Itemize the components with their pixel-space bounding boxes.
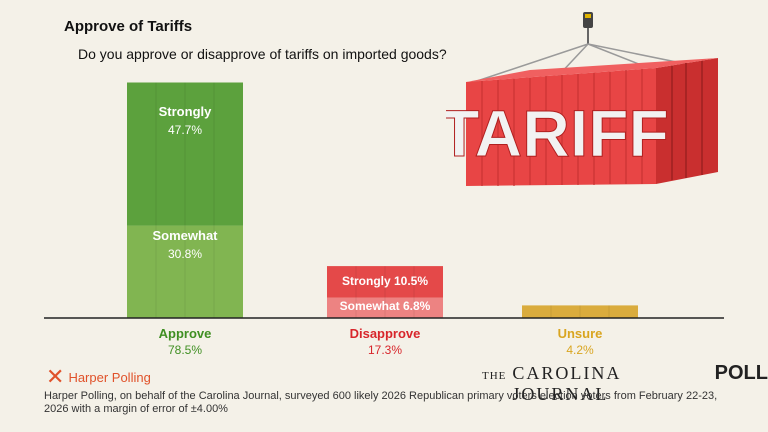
methodology-note: Harper Polling, on behalf of the Carolin… [44,390,718,415]
total-label-unsure: 4.2% [566,343,594,357]
bar-approve-somewhat [127,225,243,318]
segment-label-approve-strongly-name: Strongly [159,104,212,119]
publication-the: THE [482,370,507,382]
publication-poll: POLL [714,362,768,384]
total-label-approve: 78.5% [168,343,202,357]
harper-polling-logo: ✕ Harper Polling [46,366,151,388]
carolina-journal-poll-logo: THE CAROLINA JOURNAL POLL [482,362,768,405]
bar-chart: Strongly 47.7% Somewhat 30.8% Strongly 1… [44,82,724,357]
bar-disapprove-strongly [327,266,443,298]
shipping-container-icon: TARIFF [446,12,718,186]
segment-label-approve-somewhat-value: 30.8% [168,247,202,261]
category-label-approve: Approve [159,326,212,341]
segment-label-approve-strongly-value: 47.7% [168,123,202,137]
chart-subtitle: Do you approve or disapprove of tariffs … [78,46,447,62]
container-label: TARIFF [446,96,669,170]
pollster-name: Harper Polling [68,369,151,385]
category-label-unsure: Unsure [558,326,603,341]
segment-label-disapprove-strongly: Strongly 10.5% [342,274,428,288]
bar-approve-strongly [127,82,243,226]
labels-group: Strongly 47.7% Somewhat 30.8% Strongly 1… [152,104,602,357]
category-label-disapprove: Disapprove [350,326,421,341]
segment-label-disapprove-somewhat: Somewhat 6.8% [340,299,431,313]
publication-name: CAROLINA JOURNAL [512,363,621,404]
harper-polling-icon: ✕ [46,364,65,389]
bar-disapprove-somewhat [327,297,443,318]
total-label-disapprove: 17.3% [368,343,402,357]
bars-group [127,82,638,318]
bar-unsure-unsure [522,305,638,318]
segment-label-approve-somewhat-name: Somewhat [152,228,218,243]
chart-title: Approve of Tariffs [64,18,193,35]
